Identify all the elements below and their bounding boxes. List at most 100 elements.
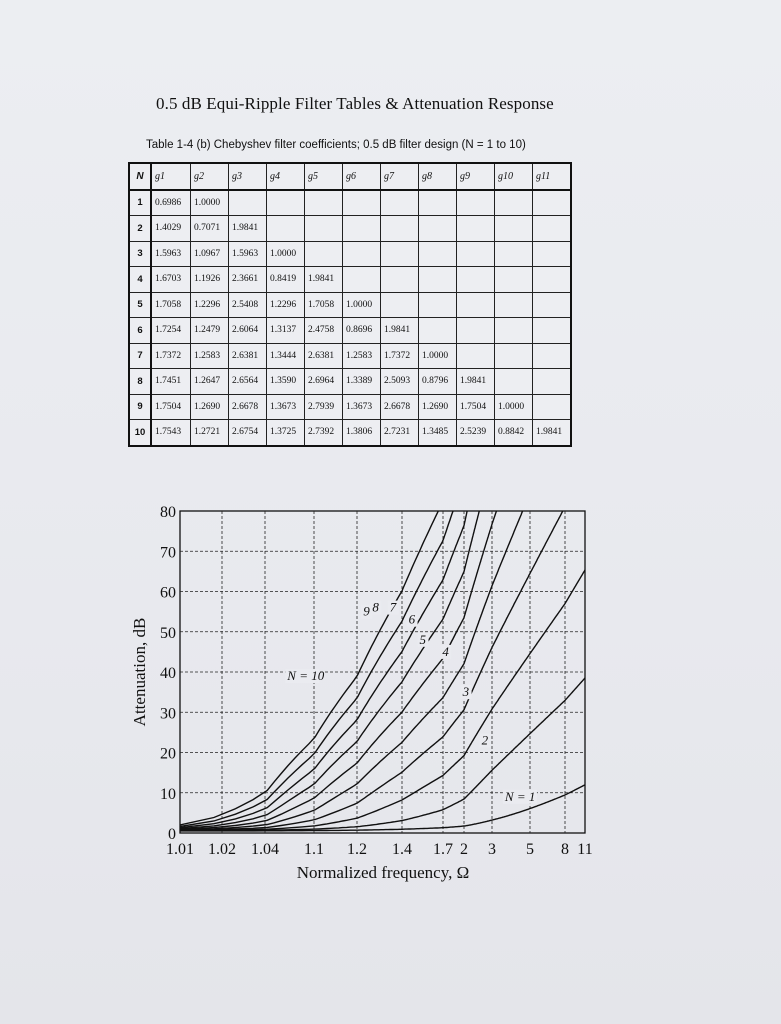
table-cell (494, 240, 533, 267)
table-cell-n: 1 (128, 189, 152, 216)
table-header-g9: g9 (456, 162, 495, 191)
table-cell: 1.3806 (342, 419, 381, 446)
table-cell: 1.3485 (418, 419, 457, 446)
y-tick-label: 50 (160, 625, 176, 642)
series-label-bg (285, 669, 320, 684)
curve-n6 (180, 511, 498, 830)
table-cell: 1.7372 (150, 342, 191, 369)
table-cell-n: 5 (128, 291, 152, 318)
x-tick-label: 1.4 (392, 841, 412, 858)
page-title: 0.5 dB Equi-Ripple Filter Tables & Atten… (156, 94, 554, 113)
series-label: 5 (420, 632, 427, 647)
table-cell (494, 291, 533, 318)
x-tick-label: 5 (526, 841, 534, 858)
table-cell (532, 393, 572, 420)
table-cell (494, 368, 533, 395)
table-cell: 1.3590 (266, 368, 305, 395)
table-cell: 1.2721 (190, 419, 229, 446)
table-header-g7: g7 (380, 162, 419, 191)
table-header-g3: g3 (228, 162, 267, 191)
x-tick-label: 2 (460, 841, 468, 858)
x-tick-label: 1.1 (304, 841, 324, 858)
table-cell (266, 189, 305, 216)
table-header-n: N (128, 162, 152, 191)
table-cell (532, 342, 572, 369)
table-cell (532, 266, 572, 293)
table-cell: 1.7543 (150, 419, 191, 446)
table-cell: 1.7058 (150, 291, 191, 318)
series-label: N = 10 (286, 668, 324, 683)
table-cell: 1.7504 (150, 393, 191, 420)
y-tick-label: 30 (160, 705, 176, 722)
table-cell: 1.4029 (150, 215, 191, 242)
table-cell: 2.5239 (456, 419, 495, 446)
table-cell: 1.7504 (456, 393, 495, 420)
table-cell (532, 368, 572, 395)
series-label: 8 (372, 600, 379, 615)
table-row: 9 1.7504 1.2690 2.6678 1.3673 2.7939 1.3673 2.6… (128, 393, 572, 420)
table-cell: 0.8796 (418, 368, 457, 395)
table-cell: 1.9841 (532, 419, 572, 446)
y-tick-label: 0 (168, 826, 176, 843)
curve-n2 (180, 677, 585, 832)
x-tick-label: 3 (488, 841, 496, 858)
series-label: 3 (462, 684, 470, 699)
table-cell: 2.6678 (380, 393, 419, 420)
series-label: 7 (390, 600, 397, 615)
series-label-bg (417, 632, 429, 647)
table-header-g6: g6 (342, 162, 381, 191)
table-cell: 1.7058 (304, 291, 343, 318)
table-row: 7 1.7372 1.2583 2.6381 1.3444 2.6381 1.2583 1.7… (128, 342, 572, 369)
y-tick-label: 40 (160, 665, 176, 682)
table-cell: 1.7372 (380, 342, 419, 369)
table-cell (418, 189, 457, 216)
table-cell: 2.3661 (228, 266, 267, 293)
y-tick-label: 60 (160, 585, 176, 602)
table-cell (342, 240, 381, 267)
table-cell-n: 10 (128, 419, 152, 446)
table-body: 1 0.6986 1.0000 2 1.4029 0.7071 1.9841 3 1.5963 1… (128, 189, 572, 446)
table-cell (532, 291, 572, 318)
y-tick-label: 10 (160, 786, 176, 803)
table-cell (418, 240, 457, 267)
series-label-bg (502, 789, 537, 804)
x-tick-label: 1.01 (166, 841, 194, 858)
table-cell (380, 189, 419, 216)
table-cell: 1.3137 (266, 317, 305, 344)
series-label-bg (361, 604, 373, 619)
x-tick-label: 1.7 (433, 841, 453, 858)
series-label-bg (479, 733, 491, 748)
table-cell: 2.7392 (304, 419, 343, 446)
table-cell: 0.8419 (266, 266, 305, 293)
curve-n1 (180, 784, 585, 832)
x-axis-label: Normalized frequency, Ω (297, 863, 469, 882)
table-cell-n: 8 (128, 368, 152, 395)
x-tick-label: 1.04 (251, 841, 279, 858)
y-tick-label: 70 (160, 544, 176, 561)
table-cell: 1.0000 (494, 393, 533, 420)
table-cell (228, 189, 267, 216)
table-cell: 1.2583 (190, 342, 229, 369)
curve-n7 (180, 511, 481, 830)
y-tick-label: 80 (160, 504, 176, 521)
table-header-g4: g4 (266, 162, 305, 191)
table-cell: 1.9841 (228, 215, 267, 242)
table-header-g11: g11 (532, 162, 572, 191)
table-cell: 1.7254 (150, 317, 191, 344)
series-label-bg (387, 600, 399, 615)
table-header-g1: g1 (150, 162, 191, 191)
x-tick-label: 1.2 (347, 841, 367, 858)
table-cell (494, 189, 533, 216)
table-cell (532, 317, 572, 344)
series-label-bg (440, 644, 452, 659)
table-cell (342, 189, 381, 216)
series-label-bg (406, 612, 418, 627)
table-cell: 1.3725 (266, 419, 305, 446)
series-label: 6 (409, 612, 416, 627)
curve-n8 (180, 511, 468, 829)
table-cell: 1.5963 (228, 240, 267, 267)
